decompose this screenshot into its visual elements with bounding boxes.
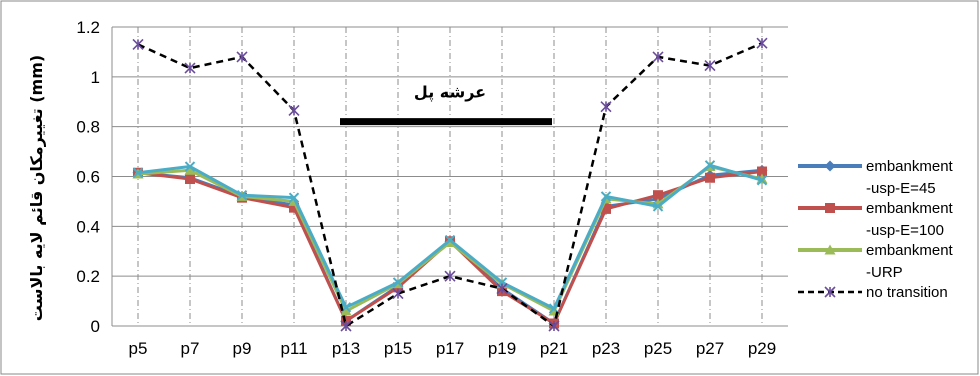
star-marker	[496, 283, 508, 295]
star-marker	[444, 270, 456, 282]
star-marker	[184, 62, 196, 74]
star-marker	[704, 60, 716, 72]
square-marker	[289, 202, 299, 213]
x-tick-label: p5	[129, 339, 148, 358]
y-tick-label: 1	[91, 68, 100, 87]
x-marker-stroke	[444, 234, 456, 246]
x-marker	[652, 201, 664, 212]
y-tick-label: 0.8	[76, 118, 100, 137]
x-marker-stroke	[704, 160, 716, 171]
star-marker	[288, 104, 300, 117]
legend: embankment-usp-E=45embankment-usp-E=100e…	[798, 158, 954, 301]
x-marker-stroke	[756, 175, 768, 186]
x-marker	[444, 234, 456, 246]
y-tick-label: 0.6	[76, 168, 100, 187]
x-tick-label: p27	[696, 339, 724, 358]
x-marker-stroke	[236, 189, 248, 201]
grid	[112, 26, 788, 326]
x-marker	[288, 192, 300, 203]
series-group	[132, 37, 768, 332]
y-axis-label: (mm) تغییرمکان قائم لایه بالاست	[27, 55, 46, 321]
x-tick-label: p23	[592, 339, 620, 358]
x-tick-label: p9	[233, 339, 252, 358]
star-marker	[340, 320, 352, 332]
x-tick-label: p25	[644, 339, 672, 358]
x-marker-stroke	[600, 191, 612, 202]
star-marker	[548, 320, 560, 332]
legend-entry: embankment -usp-E=45	[798, 158, 954, 197]
legend-label: -URP	[866, 264, 903, 281]
x-tick-label: p19	[488, 339, 516, 358]
x-marker	[184, 161, 196, 172]
star-marker	[132, 38, 144, 51]
legend-entry: embankment -usp-E=100	[798, 200, 954, 239]
x-tick-label: p15	[384, 339, 412, 358]
star-marker	[652, 51, 664, 63]
x-marker	[548, 303, 560, 314]
triangle-marker	[340, 305, 352, 316]
legend-entry: embankment -URP	[798, 242, 954, 281]
bridge-deck-label: عرشه پل	[414, 83, 486, 103]
diamond-marker	[824, 160, 836, 172]
x-tick-label: p13	[332, 339, 360, 358]
x-marker-stroke	[288, 192, 300, 203]
star-marker	[392, 288, 404, 300]
square-marker	[825, 203, 835, 213]
x-tick-label: p21	[540, 339, 568, 358]
x-marker	[600, 191, 612, 202]
legend-entry: no transition	[798, 284, 948, 301]
y-tick-label: 1.2	[76, 18, 100, 37]
star-marker	[756, 37, 768, 49]
square-marker	[185, 173, 195, 184]
square-marker	[653, 190, 663, 201]
legend-label: embankment	[866, 158, 954, 175]
x-marker-stroke	[548, 303, 560, 314]
square-marker	[601, 203, 611, 214]
star-marker	[824, 286, 836, 298]
x-marker	[236, 189, 248, 201]
x-marker	[756, 175, 768, 186]
y-tick-label: 0.2	[76, 267, 100, 286]
series-turquoise	[132, 160, 768, 314]
triangle-marker	[184, 164, 196, 175]
x-marker-stroke	[132, 167, 144, 178]
legend-label: -usp-E=100	[866, 222, 944, 239]
triangle-marker	[444, 237, 456, 248]
x-marker	[392, 277, 404, 288]
y-tick-label: 0	[91, 317, 100, 336]
x-marker	[132, 167, 144, 178]
x-tick-label: p17	[436, 339, 464, 358]
y-tick-label: 0.4	[76, 217, 100, 236]
star-marker	[236, 51, 248, 63]
square-marker	[757, 166, 767, 177]
x-marker-stroke	[652, 201, 664, 212]
axes: 0 0.2 0.4 0.6 0.8 1 1.2 p5 p7 p9 p11 p13 p15 p17 p19 p2…	[76, 18, 788, 358]
x-tick-label: p29	[748, 339, 776, 358]
legend-label: -usp-E=45	[866, 180, 936, 197]
x-marker-stroke	[184, 161, 196, 172]
x-marker	[704, 160, 716, 171]
legend-label: no transition	[866, 284, 948, 301]
x-marker-stroke	[392, 277, 404, 288]
series-no-transition	[132, 37, 768, 332]
x-tick-label: p11	[280, 339, 307, 358]
star-marker	[600, 101, 612, 113]
legend-label: embankment	[866, 242, 954, 259]
annotation-group: عرشه پل	[340, 83, 552, 126]
triangle-marker	[824, 244, 836, 255]
square-marker	[705, 172, 715, 183]
legend-label: embankment	[866, 200, 954, 217]
x-tick-label: p7	[181, 339, 200, 358]
